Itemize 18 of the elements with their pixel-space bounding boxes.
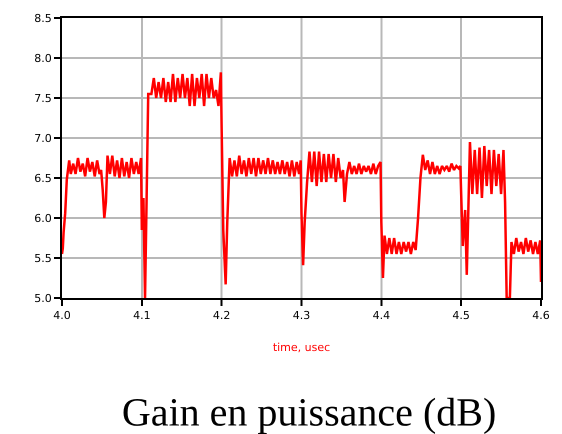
x-axis-title: time, usec	[272, 340, 330, 354]
y-tick-label: 8.0	[34, 52, 52, 65]
y-tick-label: 5.0	[34, 292, 52, 305]
x-tick-label: 4.2	[212, 309, 230, 322]
x-tick-label: 4.4	[372, 309, 390, 322]
x-tick-label: 4.6	[532, 309, 550, 322]
y-tick-label: 6.0	[34, 212, 52, 225]
y-tick-label: 6.5	[34, 172, 52, 185]
y-tick-label: 5.5	[34, 252, 52, 265]
y-tick-label: 8.5	[34, 12, 52, 25]
x-tick-label: 4.0	[53, 309, 71, 322]
line-series	[62, 71, 541, 298]
text: Gain en puissance (dB)	[122, 389, 496, 434]
y-tick-label: 7.5	[34, 92, 52, 105]
x-tick-label: 4.5	[452, 309, 470, 322]
x-tick-label: 4.1	[133, 309, 151, 322]
x-tick-label: 4.3	[292, 309, 310, 322]
y-tick-label: 7.0	[34, 132, 52, 145]
